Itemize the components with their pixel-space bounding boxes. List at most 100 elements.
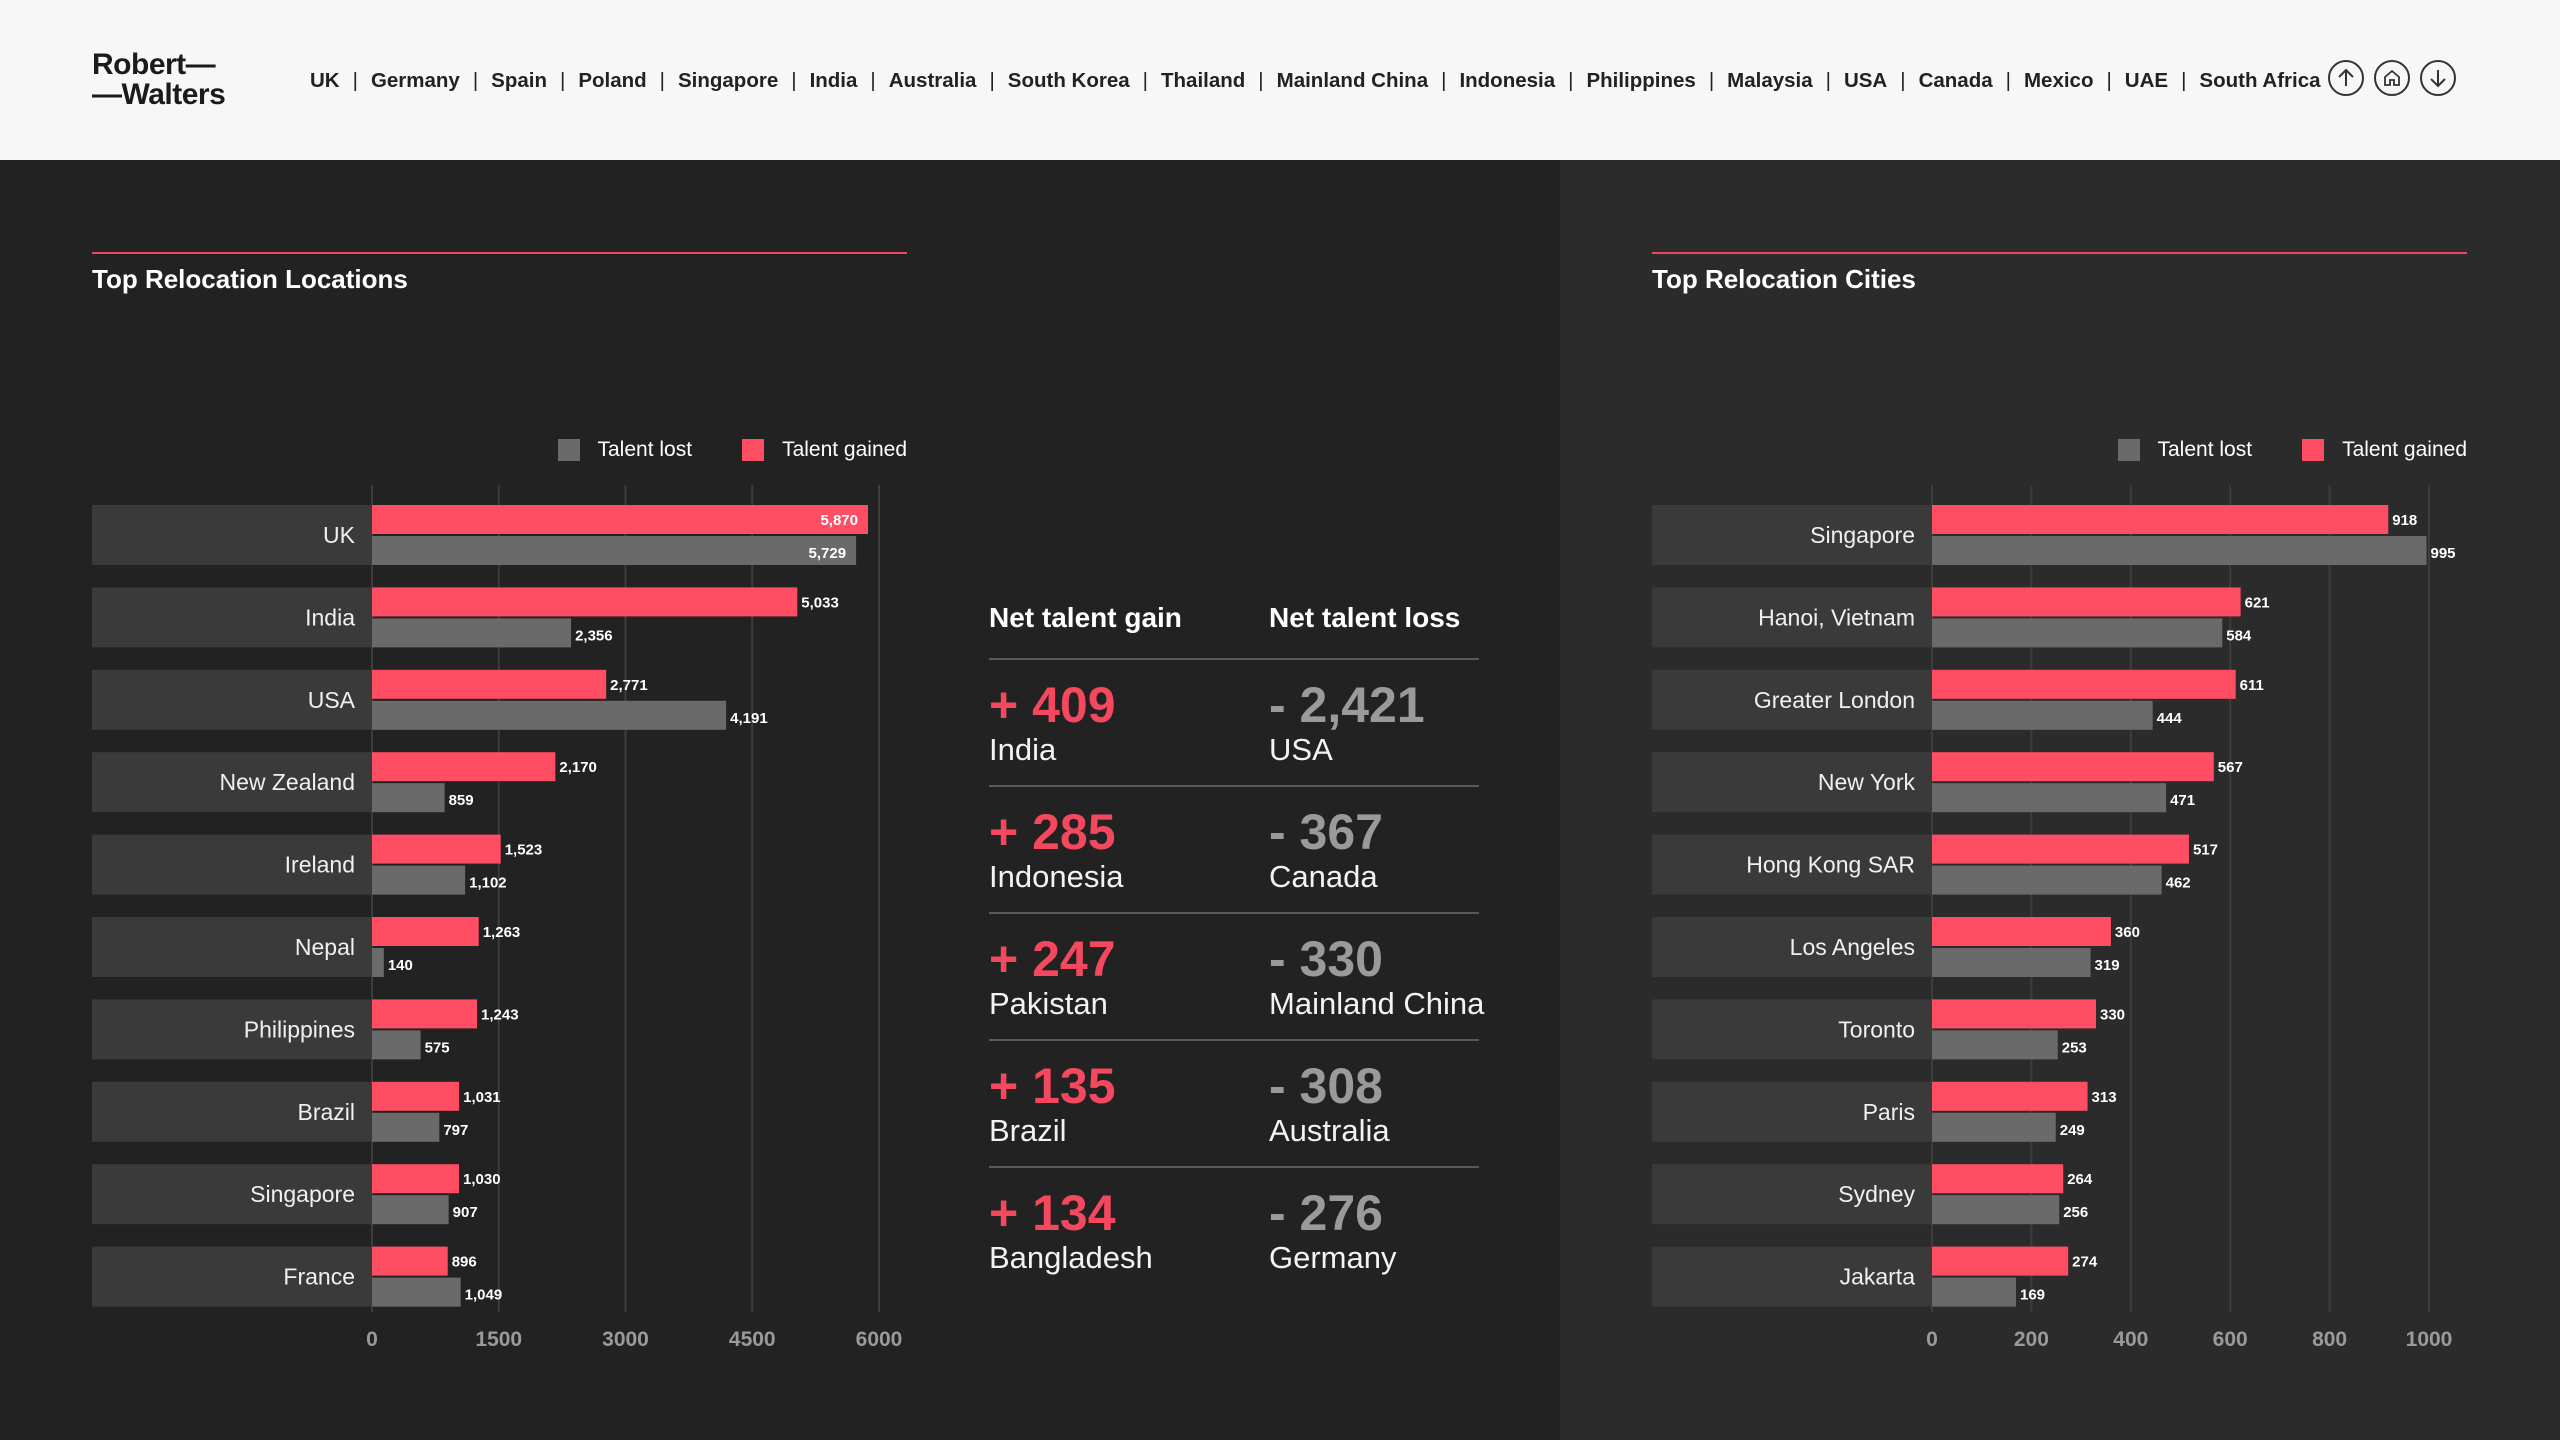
nav-item-poland[interactable]: Poland: [578, 69, 647, 92]
net-gain-cell: + 247 Pakistan: [989, 914, 1269, 1039]
data-label-gained: 330: [2100, 1006, 2125, 1023]
category-label: New York: [1818, 769, 1916, 795]
data-label-lost: 253: [2062, 1039, 2087, 1056]
net-loss-value: - 367: [1269, 804, 1383, 860]
net-gain-header: Net talent gain: [989, 602, 1182, 633]
category-box: [92, 505, 372, 565]
bar-talent-lost: [1932, 1277, 2016, 1307]
net-gain-cell: + 409 India: [989, 660, 1269, 785]
nav-separator: |: [989, 69, 995, 92]
nav-separator: |: [1900, 69, 1906, 92]
bar-talent-lost: [372, 1277, 461, 1307]
nav-item-usa[interactable]: USA: [1843, 69, 1888, 92]
data-label-gained: 2,771: [610, 677, 648, 694]
nav-item-thailand[interactable]: Thailand: [1161, 69, 1246, 92]
bar-talent-lost: [372, 1112, 440, 1142]
arrow-down-icon[interactable]: [2420, 60, 2456, 96]
category-box: [1652, 917, 1932, 977]
data-label-lost: 995: [2431, 545, 2456, 562]
nav-item-philippines[interactable]: Philippines: [1586, 69, 1696, 92]
bar-talent-lost: [1932, 948, 2091, 977]
home-icon[interactable]: [2374, 60, 2410, 96]
nav-item-singapore[interactable]: Singapore: [677, 69, 779, 92]
bar-talent-gained: [372, 999, 478, 1029]
legend-lost-swatch: [557, 439, 580, 461]
category-label: UK: [323, 522, 356, 548]
category-label: Philippines: [244, 1016, 355, 1042]
bar-talent-lost: [372, 865, 466, 895]
data-label-gained: 1,523: [505, 842, 543, 859]
nav-item-mainland-china[interactable]: Mainland China: [1276, 69, 1429, 92]
nav-item-india[interactable]: India: [809, 69, 858, 92]
category-box: [1652, 999, 1932, 1060]
net-talent-table: Net talent gain Net talent loss + 409 Ind…: [989, 590, 1484, 1295]
net-gain-value: + 247: [989, 931, 1116, 987]
data-label-gained: 1,263: [483, 924, 521, 941]
nav-item-canada[interactable]: Canada: [1918, 69, 1993, 92]
bar-talent-lost: [372, 1195, 449, 1225]
nav-separator: |: [2181, 69, 2187, 92]
header: Robert— —Walters UK | Germany | Spain | Poland…: [0, 0, 2560, 160]
bar-talent-lost: [1932, 618, 2223, 648]
net-table-rule: [989, 658, 1479, 660]
category-box: [92, 1164, 372, 1225]
net-table-row: + 135 Brazil - 308 Australia: [989, 1041, 1479, 1168]
category-label: USA: [308, 687, 356, 713]
category-box: [92, 917, 372, 977]
locations-legend: Talent lost Talent gained: [557, 438, 907, 462]
arrow-up-icon[interactable]: [2328, 60, 2364, 96]
net-gain-cell: + 135 Brazil: [989, 1041, 1269, 1166]
data-label-gained: 264: [2067, 1171, 2093, 1188]
category-label: Brazil: [297, 1099, 355, 1125]
bar-talent-lost: [372, 1030, 421, 1060]
bar-talent-lost: [1932, 783, 2167, 813]
nav-separator: |: [352, 69, 358, 92]
nav-item-germany[interactable]: Germany: [370, 69, 460, 92]
bar-talent-lost: [372, 536, 857, 565]
data-label-gained: 611: [2240, 677, 2264, 694]
category-label: India: [305, 604, 355, 630]
category-box: [1652, 505, 1932, 565]
category-box: [92, 587, 372, 648]
category-label: Nepal: [295, 934, 355, 960]
nav-item-australia[interactable]: Australia: [888, 69, 977, 92]
nav-item-south-africa[interactable]: South Africa: [2199, 69, 2321, 92]
nav-separator: |: [472, 69, 479, 92]
net-loss-country: USA: [1269, 732, 1333, 767]
data-label-gained: 621: [2245, 594, 2270, 611]
net-gain-country: Brazil: [989, 1113, 1067, 1148]
x-tick-label: 0: [366, 1328, 378, 1351]
bar-talent-gained: [1932, 505, 2389, 534]
nav-separator: |: [1708, 69, 1715, 92]
nav-item-spain[interactable]: Spain: [491, 69, 547, 92]
category-label: Singapore: [250, 1181, 355, 1207]
legend-gained-label: Talent gained: [2342, 438, 2467, 461]
bar-talent-gained: [1932, 1081, 2088, 1111]
nav-item-uk[interactable]: UK: [310, 69, 340, 92]
data-label-lost: 471: [2170, 792, 2195, 809]
nav-item-south-korea[interactable]: South Korea: [1007, 69, 1130, 92]
nav-item-malaysia[interactable]: Malaysia: [1727, 69, 1813, 92]
bar-talent-lost: [1932, 865, 2162, 895]
legend-gained-swatch: [2302, 439, 2325, 461]
category-box: [1652, 752, 1932, 813]
bar-talent-gained: [372, 587, 798, 617]
net-table-rows: + 409 India - 2,421 USA + 285 Indonesia - 367 C…: [989, 660, 1484, 1295]
net-gain-value: + 409: [989, 677, 1116, 733]
category-label: Hong Kong SAR: [1746, 852, 1915, 878]
x-tick-label: 0: [1926, 1328, 1938, 1351]
data-label-lost: 462: [2166, 875, 2191, 892]
legend-lost-label: Talent lost: [597, 438, 693, 461]
net-table-header: Net talent gain Net talent loss: [989, 590, 1479, 646]
x-tick-label: 6000: [856, 1328, 903, 1351]
net-loss-value: - 308: [1269, 1058, 1383, 1114]
net-gain-value: + 135: [989, 1058, 1116, 1114]
nav-item-uae[interactable]: UAE: [2124, 69, 2169, 92]
nav-item-mexico[interactable]: Mexico: [2023, 69, 2094, 92]
bar-talent-lost: [1932, 1030, 2058, 1060]
bar-talent-gained: [1932, 587, 2241, 617]
nav-separator: |: [2106, 69, 2112, 92]
nav-item-indonesia[interactable]: Indonesia: [1459, 69, 1556, 92]
logo-line-1: Robert—: [92, 48, 216, 81]
robert-walters-logo[interactable]: Robert— —Walters: [92, 48, 226, 110]
